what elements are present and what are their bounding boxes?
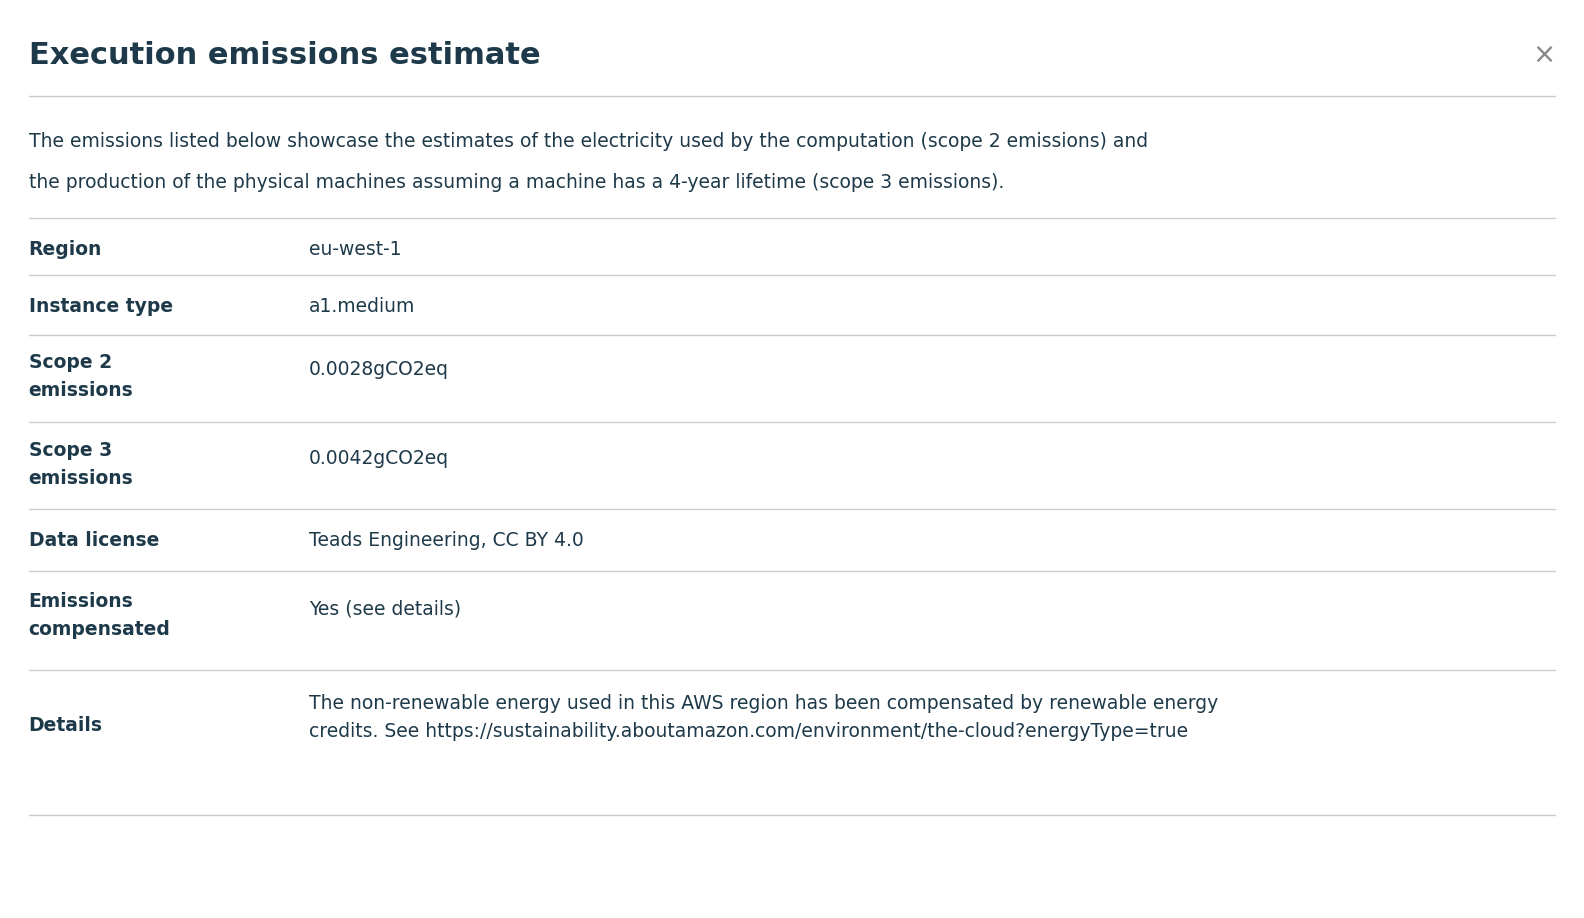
Text: Execution emissions estimate: Execution emissions estimate bbox=[29, 41, 540, 71]
Text: The emissions listed below showcase the estimates of the electricity used by the: The emissions listed below showcase the … bbox=[29, 132, 1148, 151]
Text: Scope 2
emissions: Scope 2 emissions bbox=[29, 353, 133, 400]
Text: Region: Region bbox=[29, 241, 101, 259]
Text: Data license: Data license bbox=[29, 532, 158, 550]
Text: Details: Details bbox=[29, 716, 103, 734]
Text: eu-west-1: eu-west-1 bbox=[309, 241, 401, 259]
Text: Scope 3
emissions: Scope 3 emissions bbox=[29, 441, 133, 488]
Text: Instance type: Instance type bbox=[29, 297, 173, 316]
Text: Teads Engineering, CC BY 4.0: Teads Engineering, CC BY 4.0 bbox=[309, 532, 583, 550]
Text: Yes (see details): Yes (see details) bbox=[309, 599, 461, 618]
Text: 0.0028gCO2eq: 0.0028gCO2eq bbox=[309, 361, 448, 379]
Text: Emissions
compensated: Emissions compensated bbox=[29, 591, 171, 639]
Text: The non-renewable energy used in this AWS region has been compensated by renewab: The non-renewable energy used in this AW… bbox=[309, 694, 1218, 742]
Text: ×: × bbox=[1532, 41, 1555, 70]
Text: the production of the physical machines assuming a machine has a 4-year lifetime: the production of the physical machines … bbox=[29, 173, 1004, 192]
Text: 0.0042gCO2eq: 0.0042gCO2eq bbox=[309, 449, 448, 467]
Text: a1.medium: a1.medium bbox=[309, 297, 415, 316]
